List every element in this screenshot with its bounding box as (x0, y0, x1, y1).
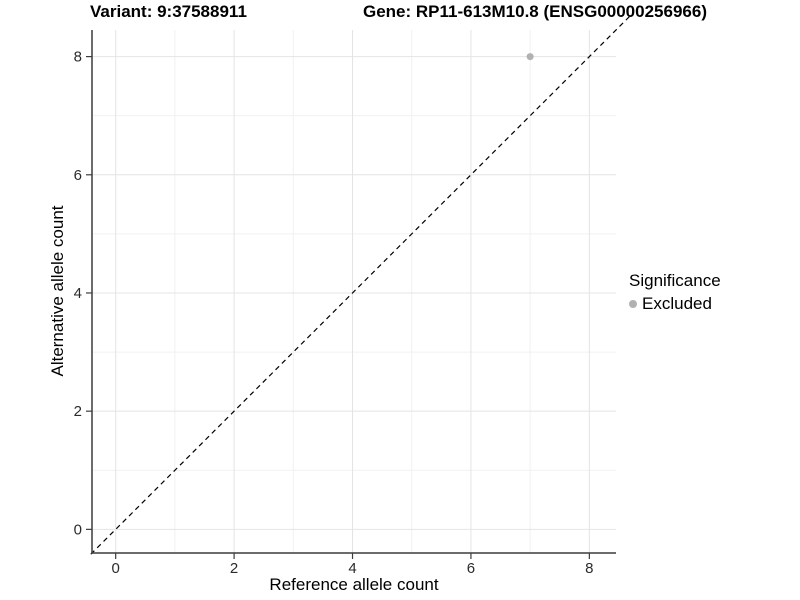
variant-title: Variant: 9:37588911 (90, 2, 247, 21)
data-points (526, 53, 534, 61)
grid-minor (92, 30, 616, 553)
gene-title: Gene: RP11-613M10.8 (ENSG00000256966) (363, 2, 707, 21)
svg-text:6: 6 (74, 167, 82, 184)
svg-text:4: 4 (74, 285, 82, 302)
legend-item-label: Excluded (642, 294, 712, 313)
svg-text:6: 6 (467, 560, 475, 577)
legend: Significance Excluded (629, 271, 721, 314)
identity-dashed-line (90, 13, 633, 555)
axis-lines (91, 30, 616, 554)
grid-major (92, 30, 616, 553)
legend-point-icon (629, 300, 637, 308)
svg-text:0: 0 (74, 521, 82, 538)
svg-text:0: 0 (112, 560, 120, 577)
x-axis-label: Reference allele count (269, 575, 439, 594)
svg-text:4: 4 (348, 560, 356, 577)
svg-text:8: 8 (74, 49, 82, 66)
svg-text:2: 2 (230, 560, 238, 577)
legend-item-excluded: Excluded (629, 294, 721, 314)
data-point (526, 53, 534, 61)
y-axis-label: Alternative allele count (48, 205, 67, 377)
svg-text:8: 8 (585, 560, 593, 577)
legend-title: Significance (629, 271, 721, 290)
axis-ticks: 0 2 4 6 8 0 2 4 6 8 (74, 49, 594, 577)
svg-text:2: 2 (74, 403, 82, 420)
